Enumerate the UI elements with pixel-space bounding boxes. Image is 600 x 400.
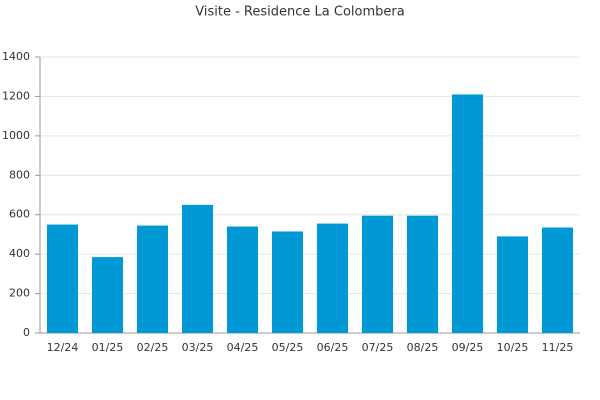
x-tick-label: 12/24 [47, 341, 79, 354]
bar [226, 226, 259, 333]
bar [406, 215, 439, 333]
bar [316, 223, 349, 333]
x-tick-label: 01/25 [92, 341, 124, 354]
x-tick-label: 06/25 [317, 341, 349, 354]
y-tick-label: 1200 [2, 89, 30, 102]
x-tick-label: 05/25 [272, 341, 304, 354]
chart-title: Visite - Residence La Colombera [195, 5, 404, 20]
y-tick-label: 200 [9, 287, 30, 300]
x-tick-label: 07/25 [362, 341, 394, 354]
x-tick-label: 09/25 [452, 341, 484, 354]
y-tick-label: 600 [9, 208, 30, 221]
y-tick-label: 400 [9, 247, 30, 260]
bar [496, 236, 529, 333]
bar [271, 231, 304, 333]
bar [136, 225, 169, 333]
x-tick-label: 04/25 [227, 341, 259, 354]
bar [541, 227, 574, 333]
y-tick-label: 1400 [2, 50, 30, 63]
bar [91, 257, 124, 333]
x-tick-label: 10/25 [497, 341, 529, 354]
bar [181, 204, 214, 333]
bar [451, 94, 484, 333]
y-tick-label: 1000 [2, 129, 30, 142]
y-tick-label: 800 [9, 168, 30, 181]
x-tick-label: 03/25 [182, 341, 214, 354]
x-tick-label: 11/25 [542, 341, 574, 354]
x-tick-label: 02/25 [137, 341, 169, 354]
y-tick-label: 0 [23, 326, 30, 339]
x-tick-label: 08/25 [407, 341, 439, 354]
bar [46, 224, 79, 333]
bar [361, 215, 394, 333]
